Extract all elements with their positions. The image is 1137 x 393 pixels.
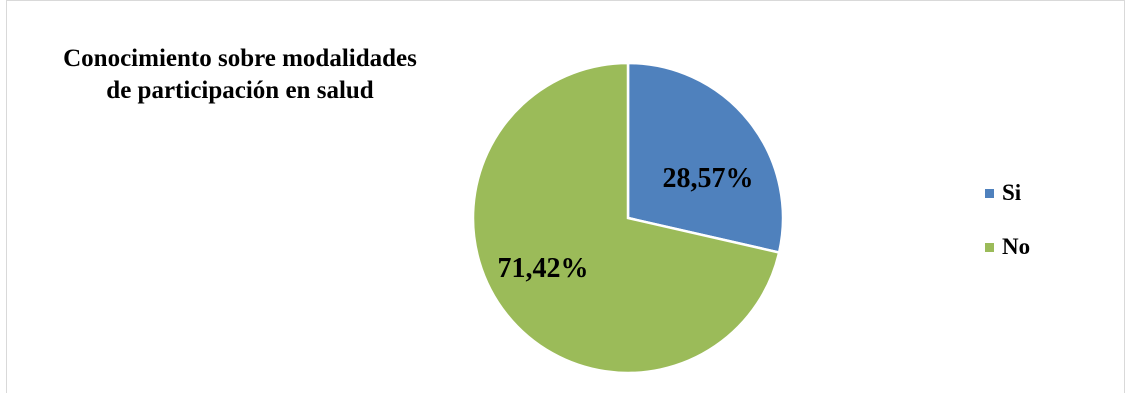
chart-title-line-2: de participación en salud xyxy=(106,77,374,104)
pie-slice-no xyxy=(471,61,781,375)
chart-title-line-1: Conocimiento sobre modalidades xyxy=(63,45,417,72)
pie-slice-si xyxy=(626,61,785,255)
legend-item-si: Si xyxy=(985,179,1030,207)
chart-area xyxy=(6,0,1125,393)
legend-swatch-si xyxy=(985,188,994,198)
chart-title: Conocimiento sobre modalidades de partic… xyxy=(20,43,460,107)
legend-item-no: No xyxy=(985,233,1030,261)
legend-label-si: Si xyxy=(1002,180,1022,205)
legend: Si No xyxy=(985,179,1030,287)
legend-label-no: No xyxy=(1002,234,1031,259)
data-label-no: 71,42% xyxy=(498,253,589,284)
data-label-si: 28,57% xyxy=(663,163,754,194)
legend-swatch-no xyxy=(985,242,994,252)
